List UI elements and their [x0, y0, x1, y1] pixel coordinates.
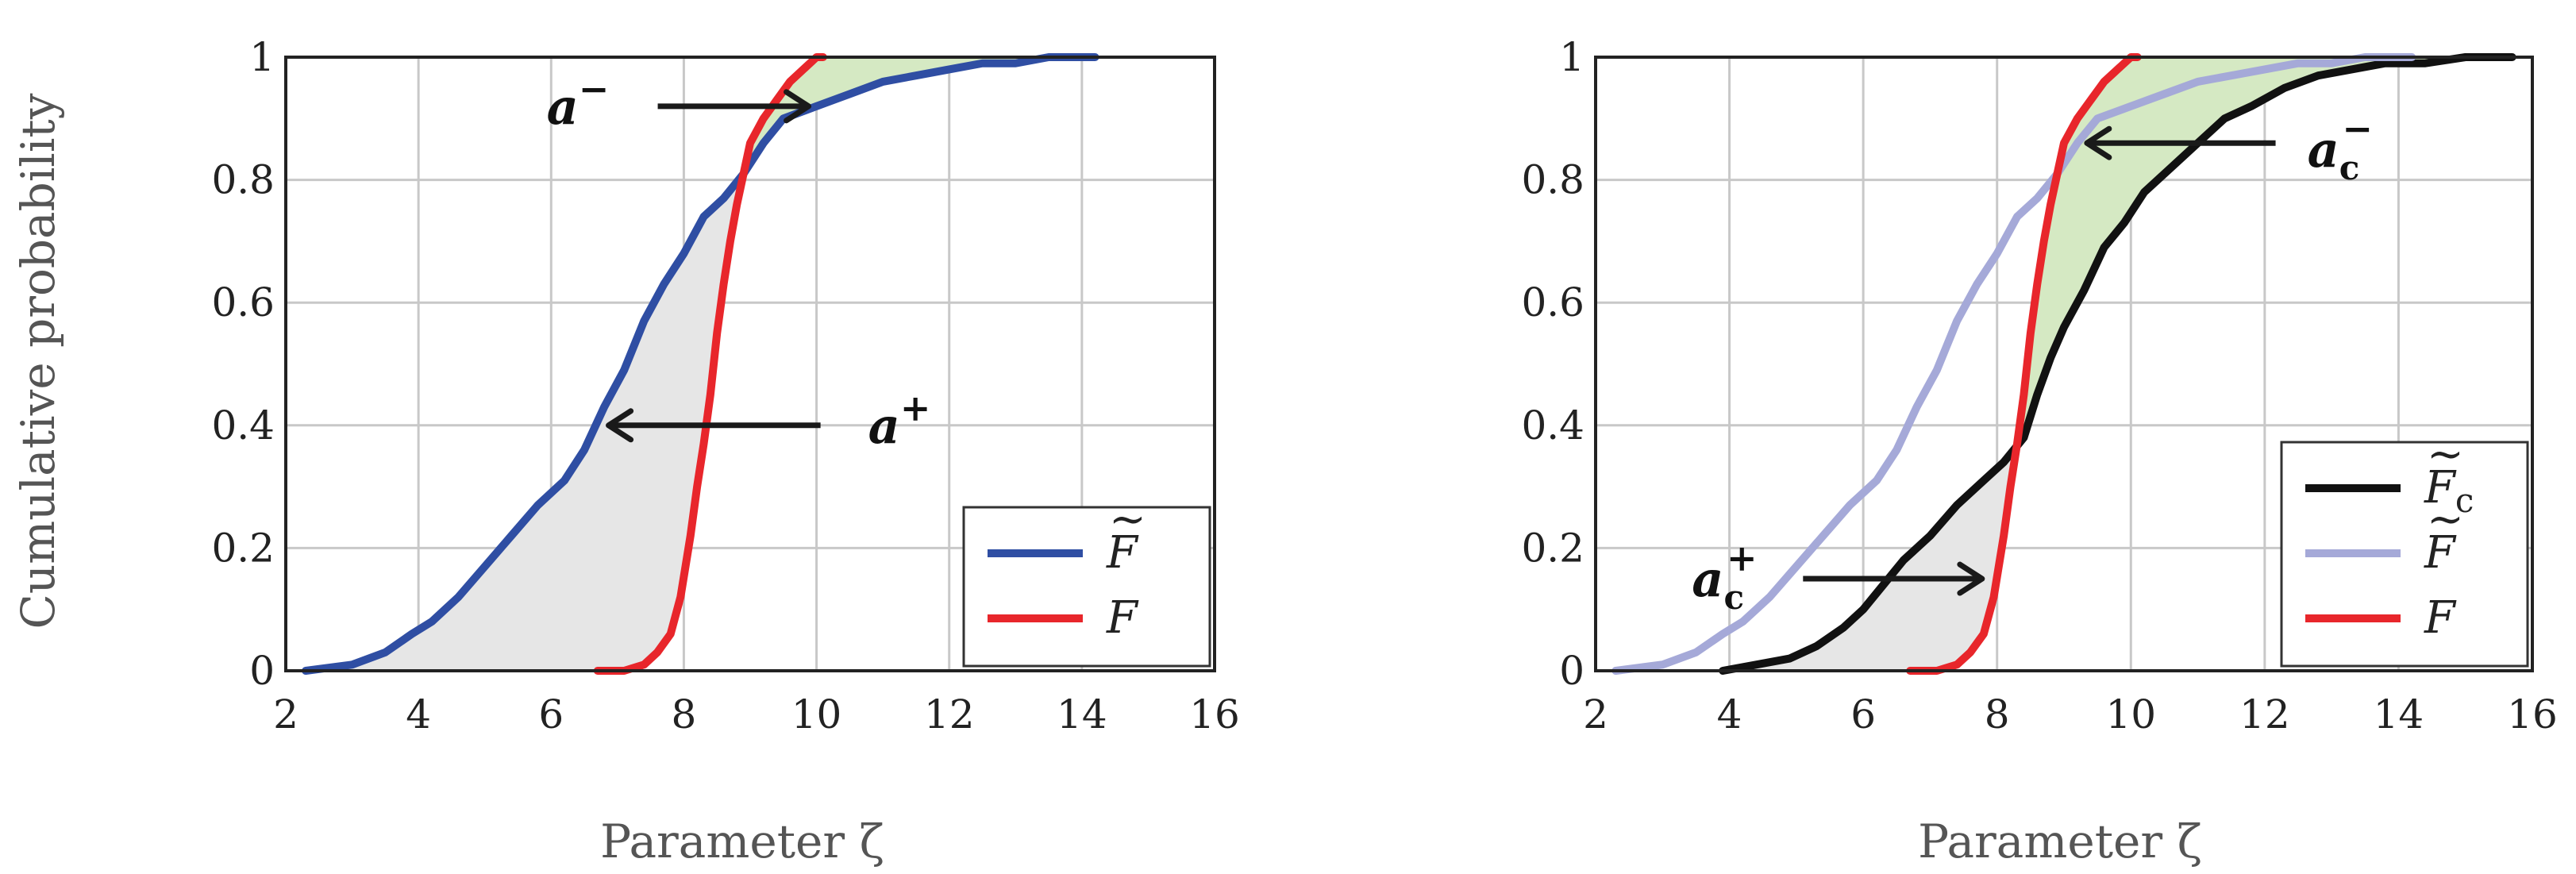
- legend-label: Fc: [2424, 462, 2474, 520]
- x-axis-title-left: Parameter ζ: [600, 814, 884, 868]
- arrow-head: [606, 408, 634, 443]
- legend-tilde: ~: [1109, 494, 1146, 545]
- shaded-region-upper: [743, 57, 1049, 174]
- series-line-0: [302, 53, 1099, 675]
- legend-label: F: [2424, 592, 2457, 644]
- x-tick-label: 10: [2105, 691, 2156, 737]
- legend-label: F: [2424, 527, 2457, 579]
- x-tick-label: 8: [1985, 691, 2010, 737]
- arrow-head: [2084, 125, 2112, 160]
- y-tick-label: 0.8: [211, 157, 275, 203]
- y-tick-label: 0.6: [211, 279, 275, 325]
- legend-label: F: [1106, 592, 1139, 644]
- x-tick-label: 4: [1717, 691, 1742, 737]
- y-tick-label: 0.2: [1521, 525, 1584, 571]
- series-line-1: [593, 53, 827, 675]
- arrow-head: [784, 89, 812, 124]
- legend-box: [962, 506, 1211, 668]
- x-tick-label: 2: [273, 691, 298, 737]
- x-tick-label: 6: [1850, 691, 1876, 737]
- x-tick-label: 8: [672, 691, 697, 737]
- annotation-label: ac+: [1692, 537, 1757, 617]
- annotation-label: a+: [868, 387, 931, 455]
- x-tick-label: 6: [538, 691, 564, 737]
- x-axis-title-right: Parameter ζ: [1918, 814, 2202, 868]
- axes-frame: [284, 56, 1216, 672]
- x-tick-label: 14: [1057, 691, 1107, 737]
- x-tick-label: 10: [791, 691, 842, 737]
- y-tick-label: 0: [249, 648, 275, 694]
- legend-label: F: [1106, 527, 1139, 579]
- shaded-region-lower: [306, 179, 742, 672]
- legend-tilde: ~: [2427, 429, 2464, 480]
- annotation-label: ac−: [2308, 107, 2373, 187]
- shaded-region-lower: [1723, 449, 2016, 671]
- y-tick-label: 0.4: [1521, 402, 1584, 449]
- y-tick-label: 0.2: [211, 525, 275, 571]
- series-line-1: [1611, 53, 2416, 675]
- x-tick-label: 12: [924, 691, 975, 737]
- x-tick-label: 12: [2239, 691, 2290, 737]
- x-tick-label: 16: [1189, 691, 1240, 737]
- legend-tilde: ~: [2427, 494, 2464, 545]
- y-tick-label: 0: [1559, 648, 1584, 694]
- x-tick-label: 2: [1583, 691, 1608, 737]
- annotation-label: a−: [547, 67, 610, 136]
- series-line-2: [1906, 53, 2142, 675]
- y-tick-label: 1: [249, 34, 275, 80]
- y-tick-label: 0.6: [1521, 279, 1584, 325]
- y-tick-label: 1: [1559, 34, 1584, 80]
- x-tick-label: 16: [2507, 691, 2558, 737]
- axes-frame: [1594, 56, 2534, 672]
- shaded-region-upper: [2017, 57, 2466, 444]
- x-tick-label: 14: [2374, 691, 2424, 737]
- x-tick-label: 4: [406, 691, 431, 737]
- y-tick-label: 0.8: [1521, 157, 1584, 203]
- series-line-0: [1719, 53, 2516, 675]
- y-tick-label: 0.4: [211, 402, 275, 449]
- arrow-head: [1957, 561, 1985, 596]
- y-axis-title: Cumulative probability: [11, 93, 65, 629]
